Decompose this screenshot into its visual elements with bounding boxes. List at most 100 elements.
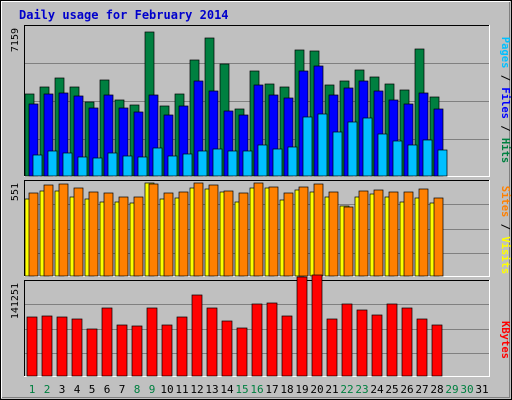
legend-sites: Sites xyxy=(499,186,511,218)
day-label-24: 24 xyxy=(370,383,384,396)
bar-pages-day-17 xyxy=(272,148,283,177)
series-sites xyxy=(28,182,444,277)
bar-sites-day-28 xyxy=(433,197,444,277)
bar-sites-day-8 xyxy=(133,196,144,277)
bar-pages-day-15 xyxy=(242,150,253,177)
bar-kbytes-day-10 xyxy=(161,324,173,377)
bar-sites-day-23 xyxy=(358,190,369,277)
bar-sites-day-17 xyxy=(268,186,279,277)
day-label-7: 7 xyxy=(119,383,126,396)
day-label-25: 25 xyxy=(385,383,398,396)
day-label-22: 22 xyxy=(340,383,353,396)
legend- /: / xyxy=(499,119,511,138)
bar-sites-day-6 xyxy=(103,192,114,277)
bar-kbytes-day-16 xyxy=(251,303,263,377)
bar-kbytes-day-22 xyxy=(341,303,353,377)
bar-pages-day-26 xyxy=(407,144,418,177)
bar-kbytes-day-14 xyxy=(221,320,233,377)
bar-pages-day-2 xyxy=(47,150,58,177)
bar-kbytes-day-12 xyxy=(191,294,203,377)
chart-panels: 7159 Pages / Files / Hits 551 Sites / Visit… xyxy=(10,25,511,377)
y-max-label: 141251 xyxy=(10,283,21,319)
bar-pages-day-20 xyxy=(317,113,328,177)
legend: KBytes xyxy=(499,321,511,359)
bars xyxy=(26,274,443,377)
bar-kbytes-day-17 xyxy=(266,302,278,377)
bar-kbytes-day-20 xyxy=(311,274,323,377)
bar-sites-day-12 xyxy=(193,182,204,277)
bar-pages-day-28 xyxy=(437,149,448,177)
bar-kbytes-day-4 xyxy=(71,318,83,377)
bar-pages-day-16 xyxy=(257,144,268,177)
legend-kbytes: KBytes xyxy=(499,321,511,359)
bar-sites-day-27 xyxy=(418,188,429,277)
bar-pages-day-22 xyxy=(347,121,358,177)
series-kbytes xyxy=(26,274,443,377)
day-label-10: 10 xyxy=(160,383,173,396)
bar-kbytes-day-25 xyxy=(386,303,398,377)
bars xyxy=(24,31,448,177)
bar-pages-day-27 xyxy=(422,139,433,177)
day-label-15: 15 xyxy=(235,383,248,396)
bar-sites-day-3 xyxy=(58,183,69,277)
series-pages xyxy=(32,113,448,177)
day-label-27: 27 xyxy=(415,383,428,396)
bar-pages-day-9 xyxy=(152,147,163,177)
day-label-29: 29 xyxy=(445,383,458,396)
legend: Pages / Files / Hits xyxy=(499,37,511,163)
day-label-16: 16 xyxy=(250,383,263,396)
chart-title: Daily usage for February 2014 xyxy=(19,8,229,22)
bar-sites-day-24 xyxy=(373,189,384,277)
day-label-8: 8 xyxy=(134,383,141,396)
day-label-23: 23 xyxy=(355,383,368,396)
bar-kbytes-day-5 xyxy=(86,328,98,377)
day-label-19: 19 xyxy=(295,383,308,396)
bar-pages-day-5 xyxy=(92,157,103,177)
legend- /: / xyxy=(499,68,511,87)
bar-sites-day-19 xyxy=(298,186,309,277)
y-max-label: 7159 xyxy=(10,28,21,52)
day-label-1: 1 xyxy=(29,383,36,396)
day-label-20: 20 xyxy=(310,383,323,396)
bar-pages-day-3 xyxy=(62,152,73,177)
bar-kbytes-day-3 xyxy=(56,316,68,377)
bar-sites-day-4 xyxy=(73,187,84,277)
bar-sites-day-7 xyxy=(118,196,129,277)
legend- /: / xyxy=(499,217,511,236)
bar-sites-day-16 xyxy=(253,182,264,277)
bar-sites-day-11 xyxy=(178,191,189,277)
legend-visits: Visits xyxy=(499,236,511,274)
bar-kbytes-day-7 xyxy=(116,324,128,377)
bar-pages-day-23 xyxy=(362,117,373,177)
panel-2: 551 Sites / Visits xyxy=(10,180,511,277)
bar-kbytes-day-2 xyxy=(41,315,53,377)
bar-pages-day-6 xyxy=(107,152,118,177)
bar-sites-day-25 xyxy=(388,191,399,277)
bar-pages-day-21 xyxy=(332,131,343,177)
bar-sites-day-5 xyxy=(88,191,99,277)
bar-kbytes-day-13 xyxy=(206,307,218,377)
bar-kbytes-day-11 xyxy=(176,316,188,377)
bar-kbytes-day-28 xyxy=(431,324,443,377)
bar-kbytes-day-9 xyxy=(146,307,158,377)
day-label-26: 26 xyxy=(400,383,413,396)
day-label-14: 14 xyxy=(220,383,234,396)
bar-kbytes-day-19 xyxy=(296,276,308,377)
bar-pages-day-4 xyxy=(77,156,88,177)
bar-sites-day-9 xyxy=(148,183,159,277)
bar-kbytes-day-24 xyxy=(371,314,383,377)
panel-1: 7159 Pages / Files / Hits xyxy=(10,25,511,177)
bar-kbytes-day-21 xyxy=(326,318,338,377)
day-label-30: 30 xyxy=(460,383,473,396)
bar-sites-day-20 xyxy=(313,183,324,277)
bar-kbytes-day-27 xyxy=(416,318,428,377)
bar-pages-day-18 xyxy=(287,146,298,177)
bar-sites-day-13 xyxy=(208,184,219,277)
x-axis-day-labels: 1 2 3 4 5 6 7 8 9 10 11 12 13 14 15 16 17 18 19 20 21 22 23 24 2… xyxy=(29,383,489,396)
bar-pages-day-14 xyxy=(227,150,238,177)
bar-kbytes-day-15 xyxy=(236,327,248,377)
bar-pages-day-25 xyxy=(392,140,403,177)
day-label-5: 5 xyxy=(89,383,96,396)
bar-pages-day-12 xyxy=(197,150,208,177)
